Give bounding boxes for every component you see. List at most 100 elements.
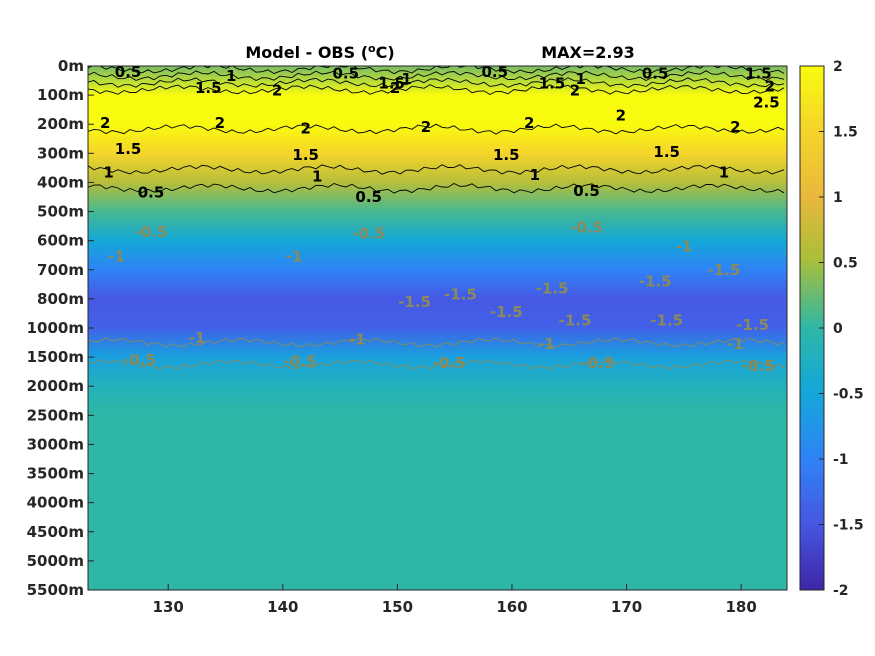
contour-label: -1 [727, 335, 744, 353]
contour-label: 1 [226, 67, 236, 85]
contour-label: 2 [570, 82, 580, 100]
contour-label: 1 [575, 70, 585, 88]
y-tick-label: 2500m [27, 406, 84, 424]
contour-line [88, 84, 785, 96]
contour-line [88, 164, 785, 175]
contour-label: 2 [765, 77, 775, 95]
contour-label: 2 [100, 114, 110, 132]
contour-label: -1.5 [444, 286, 477, 304]
contour-label: 1.5 [745, 64, 772, 82]
contour-label: 2 [616, 107, 626, 125]
colorbar-tick-label: 0 [833, 321, 843, 337]
y-axis-ticks: 0m 100m 200m 300m 400m 500m 600m 700m 800m 1000m 1… [27, 57, 94, 599]
colorbar: 2 1.5 1 0.5 0 -0.5 -1 -1.5 -2 [799, 59, 864, 599]
colorbar-tick-label: 1 [833, 190, 843, 206]
contour-label: 2 [272, 82, 282, 100]
contour-label: 1.5 [195, 79, 222, 97]
y-tick-label: 400m [37, 173, 84, 191]
contour-label: -1.5 [639, 272, 672, 290]
contour-label: 1 [103, 163, 113, 181]
contour-line [88, 77, 785, 89]
contour-label: -1.5 [708, 261, 741, 279]
x-axis-ticks: 130 140 150 160 170 180 [153, 584, 757, 616]
y-tick-label: 100m [37, 86, 84, 104]
contour-label: 1.5 [493, 146, 520, 164]
x-tick-label: 180 [726, 598, 757, 616]
contour-label: 0.5 [642, 64, 669, 82]
contour-line [88, 358, 785, 370]
y-tick-label: 500m [37, 203, 84, 221]
contour-label: 2 [421, 118, 431, 136]
contour-label: -0.5 [284, 353, 317, 371]
contour-label: 2 [390, 79, 400, 97]
y-tick-label: 600m [37, 232, 84, 250]
contour-label: 2 [300, 120, 310, 138]
contour-line [88, 123, 785, 135]
colorbar-tick-label: 2 [833, 59, 843, 75]
x-tick-label: 140 [267, 598, 298, 616]
contour-label: -1 [108, 248, 125, 266]
y-tick-label: 5000m [27, 552, 84, 570]
contour-label: 1 [401, 70, 411, 88]
contour-label: -1.5 [536, 280, 569, 298]
contour-label: 0.5 [138, 184, 165, 202]
contour-label: 1.5 [292, 146, 319, 164]
x-tick-label: 150 [382, 598, 413, 616]
colorbar-tick-label: -2 [833, 583, 849, 599]
y-tick-label: 700m [37, 261, 84, 279]
colorbar-tick-label: 0.5 [833, 256, 858, 272]
contour-label: 0.5 [573, 182, 600, 200]
contour-label: -1 [538, 335, 555, 353]
y-tick-label: 200m [37, 115, 84, 133]
contour-label: -0.5 [352, 224, 385, 242]
svg-text:Model - OBS (oC): Model - OBS (oC) [245, 42, 394, 62]
colorbar-tick-label: -0.5 [833, 387, 864, 403]
contour-label: 1.5 [539, 75, 566, 93]
x-tick-label: 170 [611, 598, 642, 616]
contour-label: 0.5 [115, 63, 142, 81]
y-tick-label: 1000m [27, 319, 84, 337]
y-tick-label: 4500m [27, 523, 84, 541]
heatmap-field: 0.5 11.5 20.51.52 1 0.51.5 120.5 1.522.52 2 2 2 2 2… [88, 63, 787, 590]
contour-label: -1 [189, 329, 206, 347]
contour-label: -0.5 [123, 351, 156, 369]
contour-label: 2.5 [753, 93, 780, 111]
contour-label: 0.5 [355, 188, 382, 206]
y-tick-label: 1500m [27, 348, 84, 366]
y-tick-label: 800m [37, 290, 84, 308]
y-tick-label: 4000m [27, 494, 84, 512]
y-tick-label: 300m [37, 144, 84, 162]
contour-label: -0.5 [433, 354, 466, 372]
contour-label: 2 [524, 114, 534, 132]
degree-superscript: o [368, 42, 376, 55]
y-tick-label: 3500m [27, 465, 84, 483]
y-tick-label: 2000m [27, 377, 84, 395]
x-tick-label: 160 [496, 598, 527, 616]
contour-label: 0.5 [482, 63, 509, 81]
contour-label: -1 [349, 331, 366, 349]
contour-label: -1.5 [398, 293, 431, 311]
contour-label: -1.5 [650, 312, 683, 330]
contour-label: -0.5 [581, 354, 614, 372]
contour-label: -1.5 [490, 303, 523, 321]
max-label: MAX=2.93 [541, 43, 635, 62]
contour-label: -1.5 [736, 316, 769, 334]
contour-line [88, 337, 785, 349]
contour-label: 1.5 [378, 75, 405, 93]
contour-label: -0.5 [742, 357, 775, 375]
contour-line [88, 70, 785, 82]
contour-label: -0.5 [570, 219, 603, 237]
y-tick-label: 5500m [27, 581, 84, 599]
colorbar-tick-label: -1.5 [833, 518, 864, 534]
colorbar-tick-label: 1.5 [833, 125, 858, 141]
y-tick-label: 3000m [27, 435, 84, 453]
contour-label: 1.5 [115, 140, 142, 158]
contour-label: -1.5 [559, 312, 592, 330]
contour-label: 1 [312, 168, 322, 186]
chart-title: Model - OBS (oC) MAX=2.93 [245, 42, 634, 62]
contour-label: 1.5 [653, 143, 680, 161]
contour-line [88, 182, 785, 194]
contour-label: 1 [719, 163, 729, 181]
contour-label: 2 [730, 118, 740, 136]
